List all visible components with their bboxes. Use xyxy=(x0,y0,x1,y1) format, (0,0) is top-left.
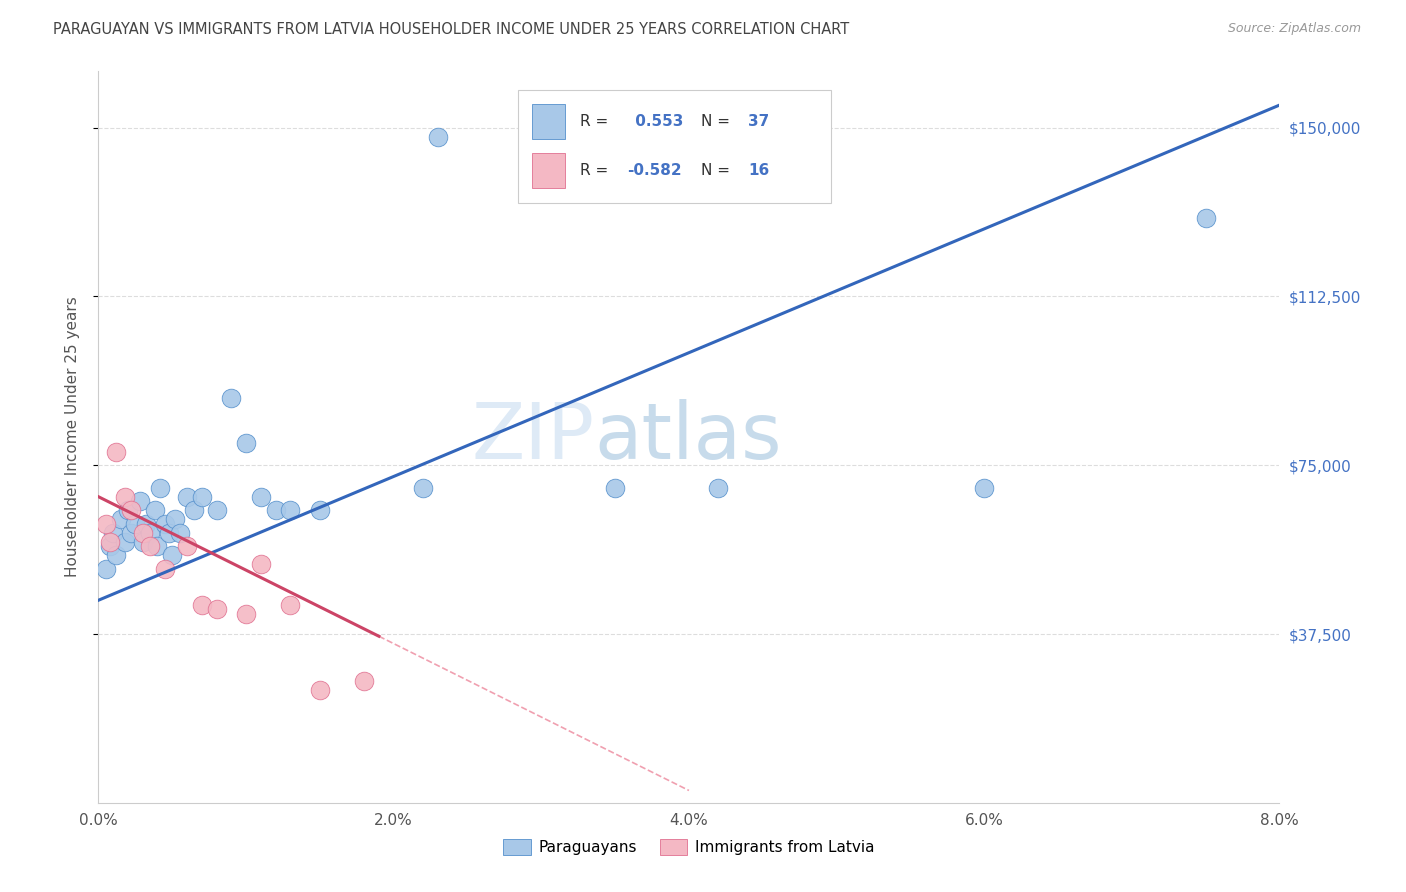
Point xyxy=(353,674,375,689)
Point xyxy=(139,539,162,553)
Text: ZIP: ZIP xyxy=(471,399,595,475)
Point xyxy=(103,525,125,540)
Point xyxy=(105,444,128,458)
Point xyxy=(153,516,176,531)
Text: 16: 16 xyxy=(748,163,769,178)
Text: N =: N = xyxy=(700,163,734,178)
Point xyxy=(205,503,228,517)
Point xyxy=(117,503,139,517)
Point xyxy=(169,525,191,540)
Point xyxy=(235,607,257,621)
FancyBboxPatch shape xyxy=(531,104,565,139)
Point xyxy=(280,503,302,517)
Point xyxy=(427,129,450,144)
Point xyxy=(124,516,146,531)
Point xyxy=(176,490,198,504)
Point xyxy=(309,683,332,698)
Point xyxy=(412,481,434,495)
Point xyxy=(309,503,332,517)
Text: R =: R = xyxy=(581,114,613,129)
Point xyxy=(221,391,243,405)
Text: atlas: atlas xyxy=(595,399,782,475)
Point xyxy=(143,503,166,517)
Point xyxy=(973,481,995,495)
Point xyxy=(135,516,157,531)
Y-axis label: Householder Income Under 25 years: Householder Income Under 25 years xyxy=(65,297,80,577)
Point xyxy=(280,598,302,612)
Point xyxy=(114,534,136,549)
Point xyxy=(191,598,214,612)
Point xyxy=(114,490,136,504)
Point xyxy=(120,503,142,517)
Text: -0.582: -0.582 xyxy=(627,163,682,178)
Point xyxy=(707,481,730,495)
Point xyxy=(149,481,172,495)
Point xyxy=(235,435,257,450)
Point xyxy=(139,525,162,540)
Point xyxy=(128,494,150,508)
Point xyxy=(98,539,121,553)
Point xyxy=(176,539,198,553)
Point xyxy=(146,539,169,553)
Legend: Paraguayans, Immigrants from Latvia: Paraguayans, Immigrants from Latvia xyxy=(498,833,880,861)
Text: 0.553: 0.553 xyxy=(630,114,683,129)
Point xyxy=(94,562,117,576)
Point xyxy=(120,525,142,540)
Point xyxy=(205,602,228,616)
Point xyxy=(105,548,128,562)
Text: R =: R = xyxy=(581,163,613,178)
Text: PARAGUAYAN VS IMMIGRANTS FROM LATVIA HOUSEHOLDER INCOME UNDER 25 YEARS CORRELATI: PARAGUAYAN VS IMMIGRANTS FROM LATVIA HOU… xyxy=(53,22,849,37)
Point xyxy=(605,481,627,495)
Point xyxy=(157,525,180,540)
Point xyxy=(162,548,183,562)
Point xyxy=(94,516,117,531)
FancyBboxPatch shape xyxy=(531,153,565,188)
Point xyxy=(132,525,155,540)
Point xyxy=(191,490,214,504)
Point xyxy=(250,558,273,572)
Point xyxy=(132,534,155,549)
Text: N =: N = xyxy=(700,114,734,129)
FancyBboxPatch shape xyxy=(517,90,831,203)
Text: 37: 37 xyxy=(748,114,769,129)
Point xyxy=(165,512,187,526)
Point xyxy=(250,490,273,504)
Text: Source: ZipAtlas.com: Source: ZipAtlas.com xyxy=(1227,22,1361,36)
Point xyxy=(183,503,205,517)
Point xyxy=(98,534,121,549)
Point xyxy=(264,503,287,517)
Point xyxy=(1195,211,1218,225)
Point xyxy=(110,512,132,526)
Point xyxy=(153,562,176,576)
